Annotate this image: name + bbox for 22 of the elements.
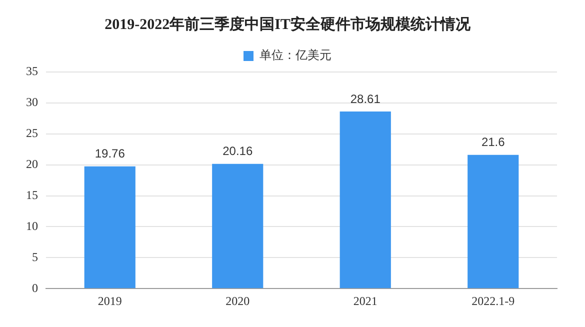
chart-title: 2019-2022年前三季度中国IT安全硬件市场规模统计情况 [104,14,472,33]
x-tick-label: 2020 [226,294,250,308]
data-label: 28.61 [350,92,381,106]
x-tick-label: 2019 [98,294,122,308]
data-label: 21.6 [481,135,506,150]
bar [340,112,391,288]
y-tick-label: 35 [26,64,38,78]
bar [468,154,519,288]
legend-label: 单位：亿美元 [260,48,332,62]
bar [212,164,264,288]
data-label: 20.16 [222,144,253,158]
x-tick-label: 2021 [353,294,378,308]
bar [84,166,136,288]
y-tick-label: 15 [26,188,38,202]
y-tick-label: 0 [32,280,38,295]
y-tick-label: 30 [26,95,38,110]
data-label: 19.76 [94,146,126,161]
x-tick-label: 2022.1-9 [472,294,515,308]
y-tick-label: 20 [26,156,38,171]
y-tick-label: 25 [26,126,38,140]
y-tick-label: 5 [32,250,38,264]
y-tick-label: 10 [26,218,38,233]
